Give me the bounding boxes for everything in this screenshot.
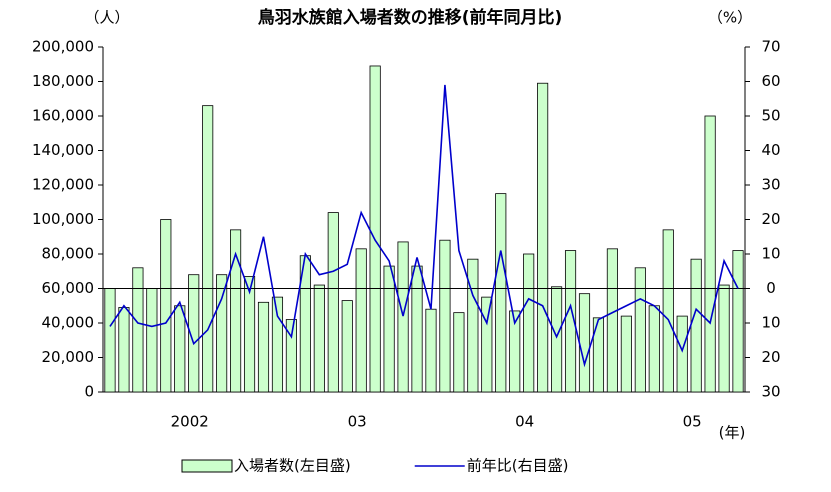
bar: [453, 312, 465, 393]
x-tick-label: 04: [515, 413, 534, 431]
bar: [467, 258, 479, 393]
bar: [411, 265, 423, 393]
bar: [704, 115, 716, 393]
bar: [355, 248, 367, 393]
bar: [118, 307, 130, 393]
bar: [146, 288, 158, 393]
bar: [383, 265, 395, 393]
chart-title: 鳥羽水族館入場者数の推移(前年同月比): [258, 7, 563, 28]
y2-tick-label: 0: [766, 279, 776, 297]
bar: [341, 300, 353, 393]
bar: [425, 308, 437, 393]
bar: [676, 315, 688, 393]
y2-tick-label: 10: [761, 314, 780, 332]
bar: [662, 229, 674, 393]
y2-axis-label: （%）: [708, 9, 752, 27]
y2-tick-label: 20: [761, 210, 780, 228]
bar: [257, 301, 270, 393]
bar: [592, 317, 605, 393]
bar: [578, 293, 591, 393]
y-tick-label: 180,000: [32, 72, 94, 90]
bar: [551, 286, 563, 393]
bar: [564, 250, 577, 393]
y2-tick-label: 30: [761, 383, 780, 401]
y-tick-label: 140,000: [32, 141, 94, 159]
bar: [620, 315, 632, 393]
bar: [606, 248, 618, 393]
y2-tick-label: 10: [761, 245, 780, 263]
legend-label: 入場者数(左目盛): [234, 457, 351, 475]
bar: [132, 267, 144, 393]
y-tick-label: 60,000: [42, 279, 95, 297]
bar: [481, 296, 493, 393]
bar: [634, 267, 646, 393]
bar: [271, 296, 284, 393]
bar: [495, 193, 507, 393]
y-tick-label: 20,000: [42, 348, 95, 366]
y-tick-label: 120,000: [32, 176, 94, 194]
bar: [718, 284, 730, 393]
y2-tick-label: 20: [761, 348, 780, 366]
y-tick-label: 200,000: [32, 38, 94, 56]
y-tick-label: 160,000: [32, 107, 94, 125]
legend-swatch: [181, 459, 233, 473]
y-tick-label: 0: [84, 383, 94, 401]
bar: [188, 274, 200, 393]
y2-tick-label: 60: [761, 72, 780, 90]
y-tick-label: 80,000: [42, 245, 95, 263]
y-tick-label: 100,000: [32, 210, 94, 228]
y-axis-label: （人）: [84, 9, 129, 27]
bar: [732, 250, 744, 393]
x-tick-label: 05: [683, 413, 702, 431]
bar: [160, 219, 172, 393]
bar: [230, 229, 242, 393]
x-tick-label: 03: [348, 413, 367, 431]
bar: [174, 305, 186, 393]
bar: [537, 82, 549, 393]
bar: [509, 310, 521, 393]
y2-tick-label: 50: [761, 107, 780, 125]
y2-tick-label: 70: [761, 38, 780, 56]
y-tick-label: 40,000: [42, 314, 95, 332]
legend-label: 前年比(右目盛): [467, 457, 569, 475]
bar: [327, 212, 339, 393]
y2-tick-label: 30: [761, 176, 780, 194]
bar: [202, 105, 214, 393]
bar: [439, 239, 451, 393]
bar: [397, 241, 409, 393]
bar: [313, 284, 325, 393]
x-tick-label: 2002: [171, 413, 209, 431]
bar: [216, 274, 228, 393]
x-axis-label: (年): [719, 424, 746, 442]
bar: [523, 253, 535, 393]
bar: [690, 258, 702, 393]
bar: [104, 288, 116, 393]
bar: [243, 276, 256, 393]
bar: [369, 65, 381, 393]
line: [109, 84, 739, 368]
bar: [648, 305, 660, 393]
y2-tick-label: 40: [761, 141, 780, 159]
bar: [285, 319, 297, 393]
